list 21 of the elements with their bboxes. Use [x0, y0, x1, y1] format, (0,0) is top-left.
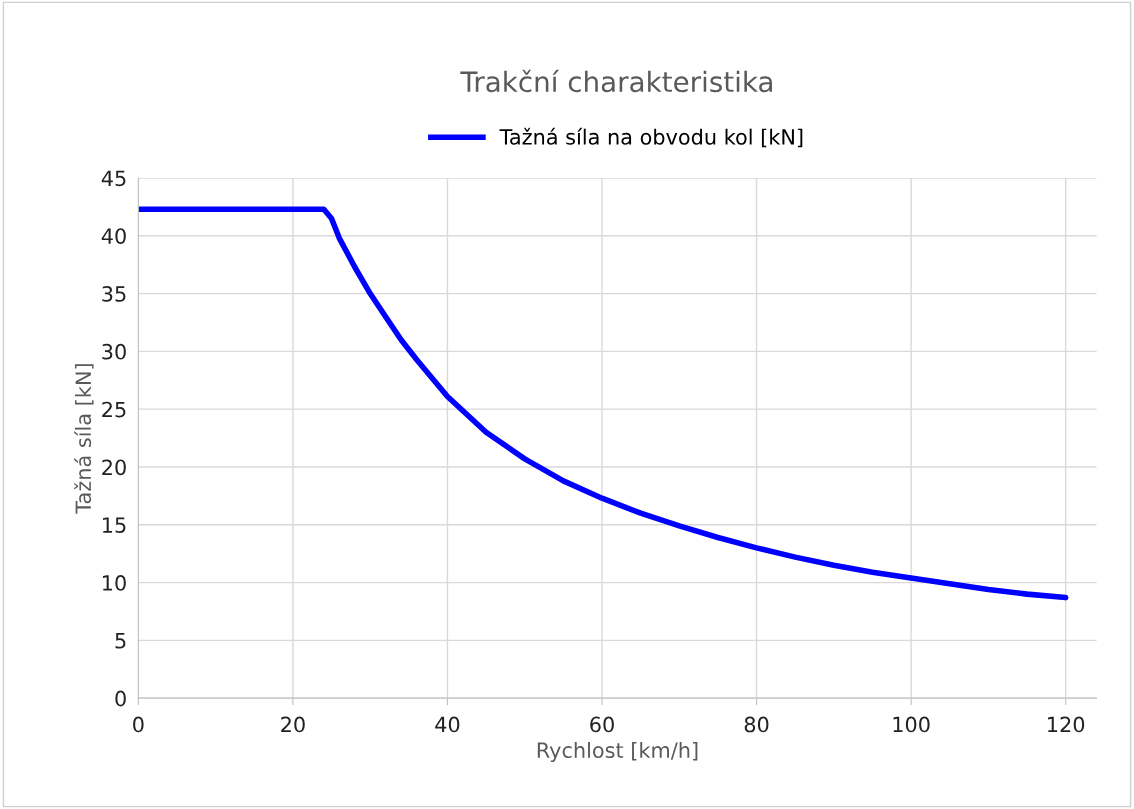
- y-tick-label: 45: [101, 170, 126, 187]
- legend-label: Tažná síla na obvodu kol [kN]: [499, 127, 803, 148]
- x-tick-label: 0: [133, 716, 144, 733]
- chart-title: Trakční charakteristika: [460, 69, 772, 93]
- x-tick-label: 40: [435, 716, 460, 733]
- x-tick-label: 20: [281, 716, 305, 733]
- y-tick-label: 5: [115, 633, 126, 649]
- y-tick-label: 25: [102, 401, 126, 418]
- y-tick-label: 10: [103, 575, 126, 591]
- y-tick-label: 0: [115, 690, 126, 707]
- x-axis-title: Rychlost [km/h]: [537, 741, 698, 763]
- y-tick-label: 35: [102, 286, 126, 302]
- x-tick-label: 60: [590, 716, 614, 733]
- y-axis-title: Tažná síla [kN]: [74, 364, 94, 514]
- y-tick-label: 20: [102, 459, 126, 476]
- y-tick-label: 15: [103, 517, 126, 533]
- x-tick-label: 100: [893, 716, 930, 733]
- y-tick-label: 30: [102, 343, 126, 360]
- x-tick-label: 120: [1048, 716, 1085, 733]
- y-tick-label: 40: [101, 228, 126, 244]
- x-tick-label: 80: [744, 716, 769, 733]
